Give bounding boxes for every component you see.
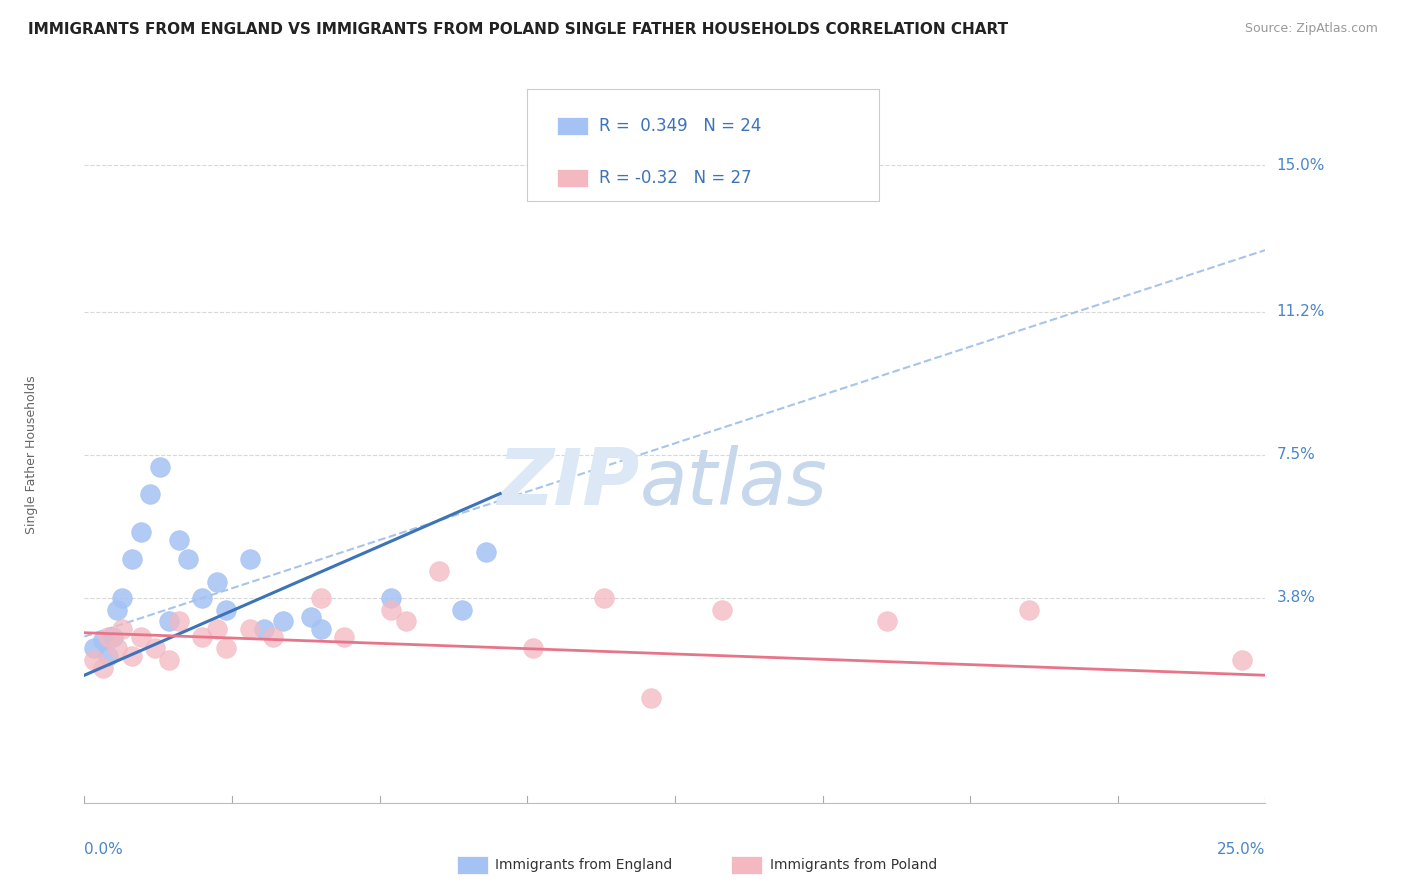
Point xyxy=(522,641,544,656)
Text: 0.0%: 0.0% xyxy=(84,842,124,856)
Text: Immigrants from Poland: Immigrants from Poland xyxy=(770,858,938,872)
Text: 25.0%: 25.0% xyxy=(1218,842,1265,856)
Text: 7.5%: 7.5% xyxy=(1277,448,1315,462)
Point xyxy=(101,630,124,644)
Text: ZIP: ZIP xyxy=(498,445,640,521)
Point xyxy=(167,614,190,628)
Point xyxy=(143,641,166,656)
Point xyxy=(239,552,262,566)
Point xyxy=(215,641,238,656)
Point xyxy=(129,525,152,540)
Text: Source: ZipAtlas.com: Source: ZipAtlas.com xyxy=(1244,22,1378,36)
Point xyxy=(876,614,898,628)
Point xyxy=(191,591,214,605)
Point xyxy=(97,648,120,663)
Point xyxy=(427,564,450,578)
Point xyxy=(215,602,238,616)
Point xyxy=(299,610,322,624)
Point xyxy=(191,630,214,644)
Point xyxy=(83,641,105,656)
Point xyxy=(97,630,120,644)
Point xyxy=(451,602,474,616)
Point xyxy=(253,622,276,636)
Point xyxy=(593,591,616,605)
Text: 11.2%: 11.2% xyxy=(1277,304,1324,319)
Text: Single Father Households: Single Father Households xyxy=(25,376,38,534)
Point xyxy=(309,622,332,636)
Point xyxy=(475,544,498,558)
Point xyxy=(640,691,662,706)
Point xyxy=(107,602,129,616)
Point xyxy=(111,591,134,605)
Point xyxy=(333,630,356,644)
Point xyxy=(380,591,402,605)
Point xyxy=(157,653,180,667)
Point xyxy=(262,630,284,644)
Point xyxy=(149,459,172,474)
Point xyxy=(394,614,416,628)
Text: R = -0.32   N = 27: R = -0.32 N = 27 xyxy=(599,169,752,187)
Point xyxy=(309,591,332,605)
Point xyxy=(107,641,129,656)
Point xyxy=(167,533,190,547)
Point xyxy=(205,575,228,590)
Text: 15.0%: 15.0% xyxy=(1277,158,1324,172)
Point xyxy=(111,622,134,636)
Text: Immigrants from England: Immigrants from England xyxy=(495,858,672,872)
Point xyxy=(139,486,162,500)
Point xyxy=(205,622,228,636)
Point xyxy=(157,614,180,628)
Text: atlas: atlas xyxy=(640,445,827,521)
Point xyxy=(177,552,200,566)
Point xyxy=(1018,602,1040,616)
Point xyxy=(121,648,143,663)
Point xyxy=(711,602,734,616)
Text: R =  0.349   N = 24: R = 0.349 N = 24 xyxy=(599,117,761,135)
Point xyxy=(91,633,114,648)
Point xyxy=(121,552,143,566)
Point xyxy=(271,614,294,628)
Point xyxy=(129,630,152,644)
Point xyxy=(91,660,114,674)
Text: IMMIGRANTS FROM ENGLAND VS IMMIGRANTS FROM POLAND SINGLE FATHER HOUSEHOLDS CORRE: IMMIGRANTS FROM ENGLAND VS IMMIGRANTS FR… xyxy=(28,22,1008,37)
Point xyxy=(239,622,262,636)
Point xyxy=(1230,653,1253,667)
Text: 3.8%: 3.8% xyxy=(1277,591,1316,606)
Point xyxy=(83,653,105,667)
Point xyxy=(380,602,402,616)
